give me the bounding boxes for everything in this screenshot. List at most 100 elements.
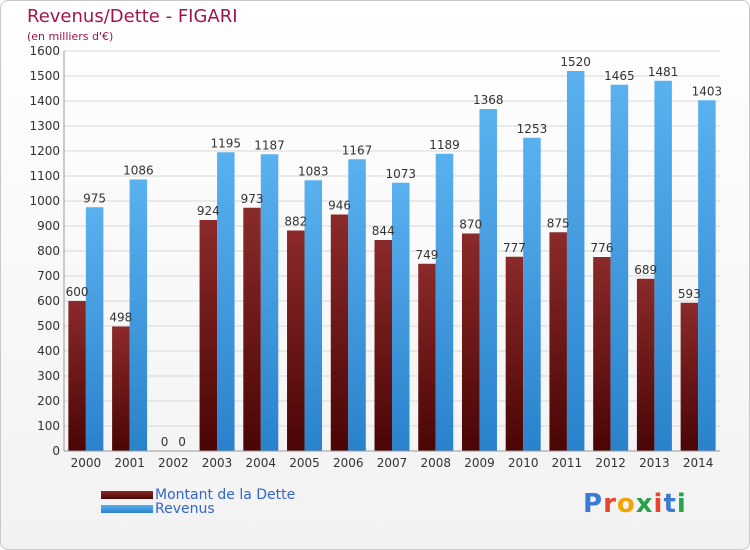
data-label-debt-2013: 689: [634, 263, 657, 277]
bar-revenue-2008: [435, 153, 454, 451]
bar-revenue-2014: [698, 100, 716, 451]
bar-revenue-2013: [654, 80, 672, 451]
x-tick-label: 2000: [71, 456, 102, 470]
data-label-debt-2004: 973: [241, 192, 264, 206]
x-tick-label: 2003: [202, 456, 233, 470]
bar-revenue-2001: [129, 179, 148, 451]
bar-debt-2011: [549, 232, 567, 451]
bar-debt-2004: [243, 207, 261, 451]
legend-item-revenue: Revenus: [101, 501, 215, 517]
data-label-revenue-2014: 1403: [692, 84, 723, 98]
bar-debt-2001: [112, 326, 130, 451]
logo-letter: x: [635, 489, 654, 519]
y-tick-label: 300: [37, 369, 60, 383]
data-label-revenue-2006: 1167: [342, 143, 373, 157]
y-tick-label: 900: [37, 219, 60, 233]
bar-debt-2005: [287, 230, 305, 451]
data-labels: 600 975 498 1086 0 0 924 1195 973 1187 882 1083 946 1…: [66, 55, 722, 449]
bar-debt-2000: [68, 301, 86, 451]
y-tick-label: 1200: [29, 144, 60, 158]
bars: [68, 71, 716, 451]
y-tick-label: 200: [37, 394, 60, 408]
bar-debt-2014: [680, 302, 699, 451]
bar-debt-2007: [374, 240, 392, 451]
data-label-revenue-2013: 1481: [648, 65, 679, 79]
data-label-revenue-2009: 1368: [473, 93, 504, 107]
y-tick-label: 800: [37, 244, 60, 258]
bar-revenue-2011: [566, 71, 585, 451]
data-label-debt-2005: 882: [284, 215, 307, 229]
y-tick-label: 500: [37, 319, 60, 333]
logo-letter: t: [663, 489, 677, 519]
x-tick-label: 2004: [246, 456, 277, 470]
data-label-debt-2006: 946: [328, 199, 351, 213]
bar-debt-2009: [461, 233, 480, 451]
data-label-debt-2012: 776: [590, 241, 613, 255]
y-tick-label: 600: [37, 294, 60, 308]
y-tick-label: 1400: [29, 94, 60, 108]
bar-debt-2010: [505, 256, 524, 451]
logo-letter: i: [653, 489, 664, 519]
logo-letter: P: [583, 489, 604, 519]
data-label-debt-2002: 0: [161, 435, 169, 449]
legend-label-revenue: Revenus: [155, 501, 215, 517]
logo-letter: o: [616, 489, 636, 519]
y-tick-label: 0: [52, 444, 60, 458]
bar-revenue-2005: [304, 180, 323, 451]
x-tick-label: 2007: [377, 456, 408, 470]
y-tick-label: 1600: [29, 44, 60, 58]
data-label-debt-2014: 593: [678, 287, 701, 301]
y-tick-label: 1300: [29, 119, 60, 133]
bar-revenue-2012: [610, 84, 629, 451]
bar-debt-2006: [330, 214, 349, 451]
data-label-revenue-2010: 1253: [517, 122, 548, 136]
legend-swatch-debt: [101, 491, 153, 499]
chart-subtitle: (en milliers d'€): [27, 30, 114, 43]
data-label-debt-2008: 749: [416, 248, 439, 262]
bar-revenue-2010: [523, 137, 541, 451]
x-tick-label: 2011: [552, 456, 583, 470]
logo-letter: r: [603, 489, 617, 519]
data-label-debt-2011: 875: [547, 216, 570, 230]
x-tick-label: 2008: [420, 456, 451, 470]
x-tick-label: 2005: [289, 456, 320, 470]
y-tick-label: 700: [37, 269, 60, 283]
data-label-debt-2007: 844: [372, 224, 395, 238]
bar-debt-2003: [199, 220, 218, 451]
legend-swatch-revenue: [101, 505, 153, 513]
y-axis: 0 100 200 300 400 500 600 700 800 900 1000 1100 1200…: [29, 44, 65, 458]
y-tick-label: 1000: [29, 194, 60, 208]
y-tick-label: 1500: [29, 69, 60, 83]
x-tick-label: 2009: [464, 456, 495, 470]
y-tick-label: 1100: [29, 169, 60, 183]
bar-revenue-2007: [392, 182, 410, 451]
bar-revenue-2006: [348, 159, 366, 451]
y-tick-label: 100: [37, 419, 60, 433]
legend-item-debt: Montant de la Dette: [101, 487, 295, 503]
data-label-revenue-2005: 1083: [298, 164, 329, 178]
data-label-debt-2010: 777: [503, 241, 526, 255]
x-tick-label: 2002: [158, 456, 189, 470]
data-label-debt-2000: 600: [66, 285, 89, 299]
x-tick-label: 2013: [639, 456, 670, 470]
data-label-debt-2003: 924: [197, 204, 220, 218]
bar-debt-2012: [593, 257, 611, 451]
bar-revenue-2009: [479, 109, 497, 451]
legend-label-debt: Montant de la Dette: [155, 487, 296, 503]
x-tick-label: 2010: [508, 456, 539, 470]
data-label-revenue-2008: 1189: [429, 138, 460, 152]
data-label-revenue-2001: 1086: [123, 164, 154, 178]
data-label-revenue-2003: 1195: [211, 136, 242, 150]
data-label-debt-2009: 870: [459, 218, 482, 232]
bar-revenue-2000: [85, 207, 104, 451]
data-label-debt-2001: 498: [109, 311, 132, 325]
bar-debt-2008: [418, 263, 436, 451]
data-label-revenue-2012: 1465: [604, 69, 635, 83]
data-label-revenue-2004: 1187: [254, 138, 285, 152]
bar-revenue-2004: [260, 154, 279, 451]
chart-title: Revenus/Dette - FIGARI: [27, 6, 238, 27]
x-tick-label: 2001: [114, 456, 145, 470]
x-tick-label: 2006: [333, 456, 364, 470]
